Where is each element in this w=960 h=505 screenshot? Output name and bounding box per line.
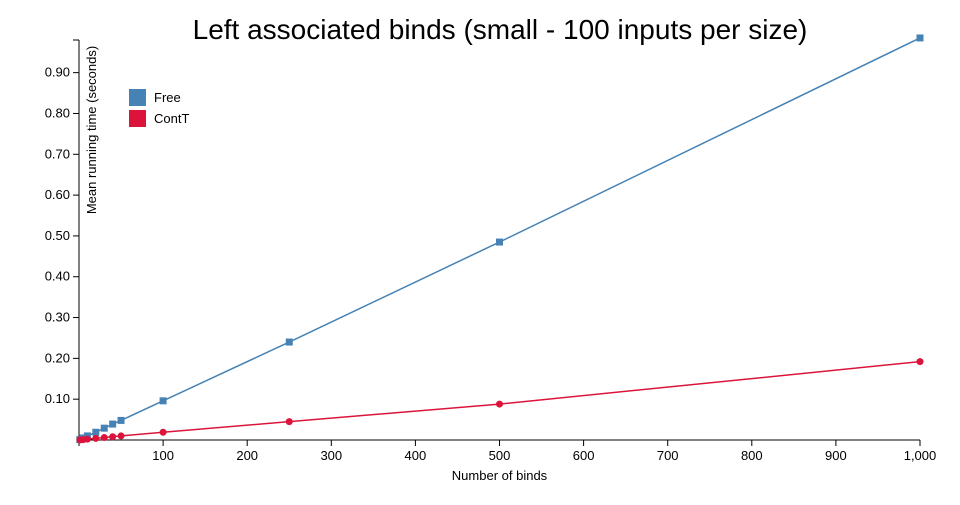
x-tick-label: 800 bbox=[741, 448, 763, 463]
y-tick-label: 0.40 bbox=[45, 269, 70, 284]
data-point bbox=[100, 424, 108, 432]
y-tick-label: 0.50 bbox=[45, 228, 70, 243]
data-point bbox=[285, 338, 293, 346]
y-axis-label: Mean running time (seconds) bbox=[84, 46, 99, 214]
data-point bbox=[159, 397, 167, 405]
data-point bbox=[285, 418, 293, 426]
data-point bbox=[92, 434, 100, 442]
x-tick-label: 500 bbox=[489, 448, 511, 463]
x-tick-label: 300 bbox=[320, 448, 342, 463]
legend-label-free: Free bbox=[154, 90, 181, 105]
y-tick-label: 0.10 bbox=[45, 391, 70, 406]
x-tick-label: 900 bbox=[825, 448, 847, 463]
legend-swatch-contt bbox=[129, 110, 146, 127]
x-tick-label: 200 bbox=[236, 448, 258, 463]
legend-label-contt: ContT bbox=[154, 111, 189, 126]
legend-swatch-free bbox=[129, 89, 146, 106]
data-point bbox=[159, 428, 167, 436]
x-tick-label: 700 bbox=[657, 448, 679, 463]
y-tick-label: 0.30 bbox=[45, 310, 70, 325]
chart-title: Left associated binds (small - 100 input… bbox=[192, 14, 808, 45]
x-tick-label: 400 bbox=[405, 448, 427, 463]
data-point bbox=[916, 34, 924, 42]
series-layer bbox=[76, 34, 924, 444]
y-tick-label: 0.70 bbox=[45, 146, 70, 161]
x-axis-label: Number of binds bbox=[452, 468, 548, 483]
data-point bbox=[109, 420, 117, 428]
data-point bbox=[92, 428, 100, 436]
data-point bbox=[916, 358, 924, 366]
y-tick-label: 0.20 bbox=[45, 350, 70, 365]
data-point bbox=[496, 400, 503, 408]
axes: 100 200 300 400 500 600 700 800 900 1,000 0.10 0.20… bbox=[45, 39, 937, 483]
y-tick-label: 0.60 bbox=[45, 187, 70, 202]
data-point bbox=[100, 434, 108, 442]
x-tick-label: 1,000 bbox=[904, 448, 937, 463]
data-point bbox=[117, 416, 125, 424]
data-point bbox=[117, 432, 125, 440]
data-point bbox=[109, 433, 117, 441]
x-tick-label: 100 bbox=[152, 448, 174, 463]
x-tick-label: 600 bbox=[573, 448, 595, 463]
y-tick-label: 0.90 bbox=[45, 65, 70, 80]
data-point bbox=[83, 435, 91, 443]
data-point bbox=[496, 238, 503, 246]
y-tick-label: 0.80 bbox=[45, 105, 70, 120]
series-contt bbox=[76, 358, 924, 444]
series-free bbox=[76, 34, 924, 444]
legend: Free ContT bbox=[129, 89, 189, 127]
